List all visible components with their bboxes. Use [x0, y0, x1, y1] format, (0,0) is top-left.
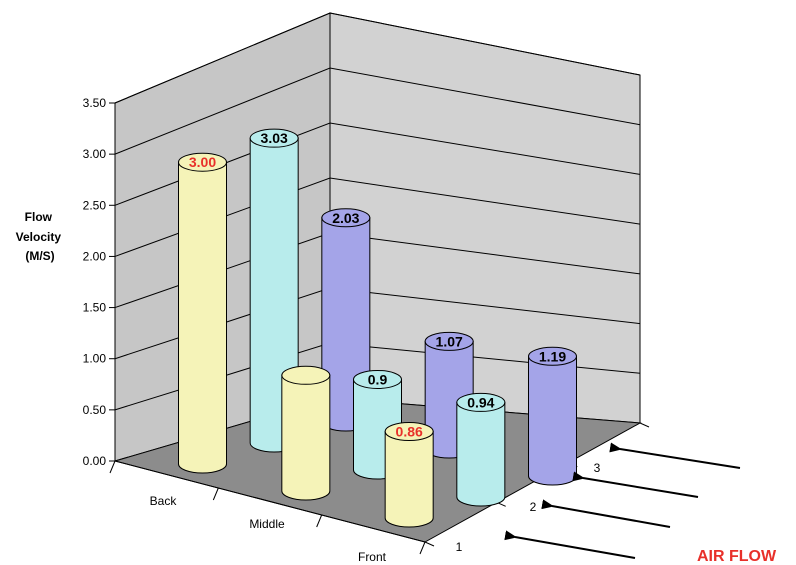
data-label: 1.19	[539, 348, 566, 364]
cylinder-top	[384, 421, 434, 441]
cylinder-bar	[281, 365, 331, 501]
cylinder-body	[528, 355, 577, 486]
cylinder-bar	[178, 152, 227, 474]
cylinder-body	[456, 401, 506, 507]
cylinder-top	[178, 152, 227, 172]
y-axis-label-line-2: Velocity	[16, 230, 62, 244]
air-flow-arrow	[609, 442, 741, 469]
gridline	[114, 67, 641, 155]
y-tick-label: 0.00	[83, 454, 107, 468]
x-tick-mark	[109, 460, 116, 474]
depth-tick-mark	[424, 541, 435, 547]
air-flow-arrow	[504, 530, 636, 559]
depth-tick-mark	[639, 422, 650, 428]
cylinder-top	[424, 331, 474, 351]
x-axis-line	[114, 460, 426, 543]
air-flow-label: AIR FLOW	[697, 548, 777, 565]
cylinder-top	[321, 208, 371, 228]
data-label: 0.94	[467, 394, 494, 410]
cylinder-top	[281, 365, 331, 385]
depth-category-label: 1	[456, 540, 463, 554]
cylinder-body	[178, 161, 227, 474]
x-category-label: Front	[358, 550, 387, 564]
data-label: 3.00	[189, 154, 216, 170]
depth-category-label: 3	[594, 461, 601, 475]
y-axis: 0.00 0.50 1.00 1.50 2.00 2.50 3.00 3.50	[83, 96, 116, 468]
y-tick-label: 1.00	[83, 352, 107, 366]
y-tick-label: 0.50	[83, 403, 107, 417]
air-flow-arrow	[541, 499, 671, 528]
data-label: 3.03	[261, 130, 288, 146]
depth-category-label: 2	[530, 500, 537, 514]
cylinder-top	[528, 346, 577, 366]
x-category-label: Back	[150, 494, 178, 508]
x-tick-mark	[419, 541, 426, 555]
cylinder-top	[353, 369, 402, 389]
y-tick-label: 2.50	[83, 198, 107, 212]
right-wall	[329, 12, 641, 424]
y-tick-label: 3.00	[83, 147, 107, 161]
data-labels: 2.03 3.03 1.07 3.00 0.9 1.19 0.94 0.86	[189, 130, 566, 439]
y-tick-label: 1.50	[83, 301, 107, 315]
cylinder-top	[249, 128, 299, 148]
cylinder-body	[384, 430, 434, 528]
cylinder-top	[456, 392, 506, 412]
cylinder-bars	[178, 128, 577, 528]
x-category-label: Middle	[249, 517, 285, 531]
gridline	[114, 12, 641, 104]
data-label: 0.86	[396, 423, 423, 439]
cylinder-bar	[528, 346, 577, 486]
y-axis-label: Flow Velocity (M/S)	[16, 210, 65, 263]
x-tick-mark	[212, 487, 219, 501]
cylinder-bar	[384, 421, 434, 528]
cylinder-bar	[456, 392, 506, 507]
y-axis-label-line-3: (M/S)	[25, 249, 54, 263]
data-label: 0.9	[368, 371, 388, 387]
data-label: 1.07	[436, 333, 463, 349]
data-label: 2.03	[332, 210, 359, 226]
y-tick-label: 3.50	[83, 96, 107, 110]
x-axis: Back Middle Front	[109, 460, 426, 564]
air-flow-arrows	[504, 442, 741, 559]
y-axis-label-line-1: Flow	[25, 210, 53, 224]
x-tick-mark	[316, 514, 323, 528]
y-tick-label: 2.00	[83, 249, 107, 263]
air-flow-arrow	[572, 471, 699, 498]
cylinder-body	[281, 374, 331, 501]
